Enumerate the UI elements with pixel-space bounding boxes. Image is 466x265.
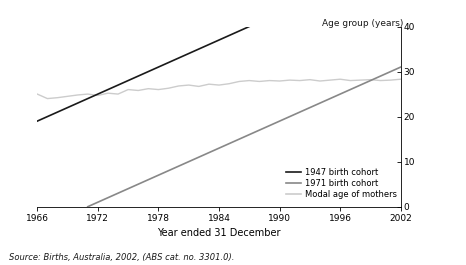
Text: Source: Births, Australia, 2002, (ABS cat. no. 3301.0).: Source: Births, Australia, 2002, (ABS ca… xyxy=(9,253,235,262)
X-axis label: Year ended 31 December: Year ended 31 December xyxy=(157,228,281,238)
Text: Age group (years): Age group (years) xyxy=(322,19,403,28)
Legend: 1947 birth cohort, 1971 birth cohort, Modal age of mothers: 1947 birth cohort, 1971 birth cohort, Mo… xyxy=(286,168,397,199)
